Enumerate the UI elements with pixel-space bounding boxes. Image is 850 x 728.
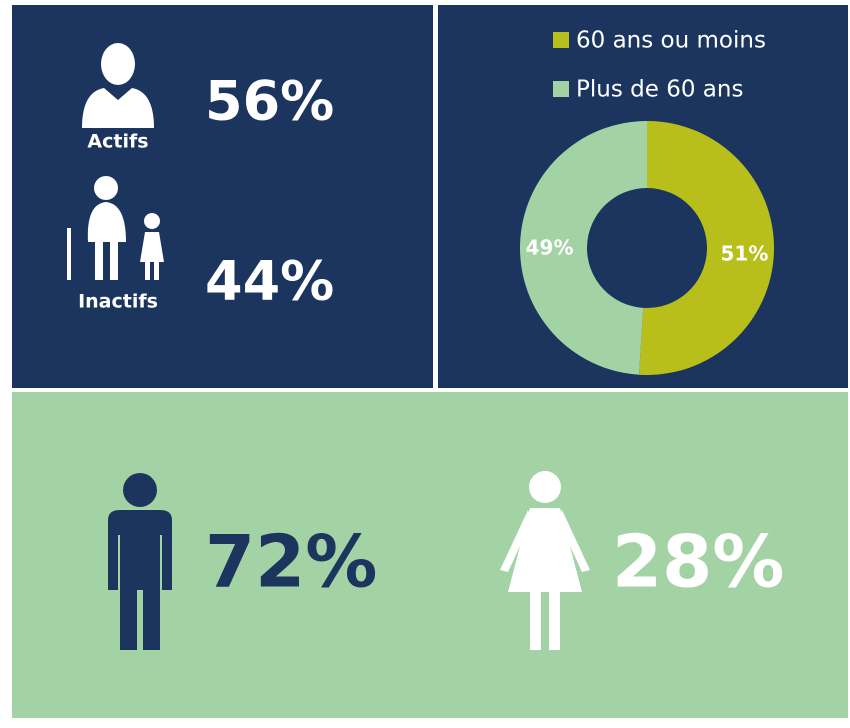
slice-label: 51% xyxy=(721,242,769,266)
legend-label: 60 ans ou moins xyxy=(576,28,766,54)
legend-label: Plus de 60 ans xyxy=(576,77,743,103)
donut-slice xyxy=(520,121,647,375)
women-value: 28% xyxy=(612,520,784,604)
slice-label: 49% xyxy=(526,235,574,259)
left-panel xyxy=(12,5,433,388)
active-label: Actifs xyxy=(87,131,148,153)
active-icon xyxy=(82,43,154,128)
inactive-icon xyxy=(67,176,164,280)
man-icon xyxy=(108,473,172,650)
men-value: 72% xyxy=(205,520,377,604)
donut-slice xyxy=(639,121,775,375)
inactive-label: Inactifs xyxy=(78,291,158,313)
legend-swatch xyxy=(553,81,569,97)
inactive-value: 44% xyxy=(205,250,334,313)
active-value: 56% xyxy=(205,70,334,133)
woman-icon xyxy=(500,471,590,650)
legend-swatch xyxy=(553,32,569,48)
